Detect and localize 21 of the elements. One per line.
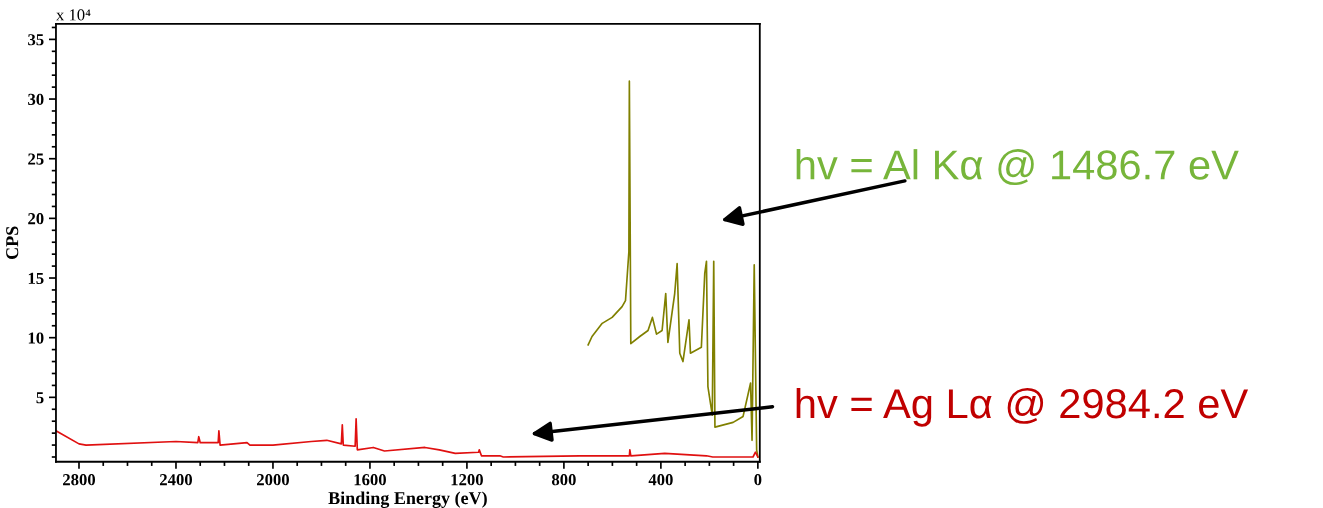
text: hv = Al Kα @ 1486.7 eV	[796, 149, 1239, 186]
text: hv = Ag Lα @ 2984.2 eV	[796, 387, 1249, 427]
y-tick-label: 15	[28, 272, 44, 284]
x-tick-label: 1600	[354, 474, 386, 486]
x-tick-label: 2800	[63, 474, 96, 486]
x-tick-label: 1200	[451, 474, 483, 486]
x-tick-label: 0	[754, 474, 762, 486]
x-tick-label: 800	[551, 474, 576, 486]
x-axis-title: Binding Energy (eV)	[328, 491, 487, 508]
y-tick-label: 25	[28, 153, 44, 165]
y-tick-label: 30	[28, 93, 44, 105]
x-tick-label: 2000	[256, 474, 289, 486]
y-axis-title: CPS	[6, 226, 19, 259]
y-tick-label: 20	[28, 213, 44, 225]
y-tick-label: 5	[36, 392, 44, 404]
text: x 10⁴	[56, 9, 91, 21]
x-tick-label: 2400	[160, 474, 193, 486]
line-series	[55, 417, 759, 458]
y-tick-label: 35	[28, 34, 44, 46]
y-tick-label: 10	[28, 332, 44, 344]
x-tick-label: 400	[648, 474, 673, 486]
